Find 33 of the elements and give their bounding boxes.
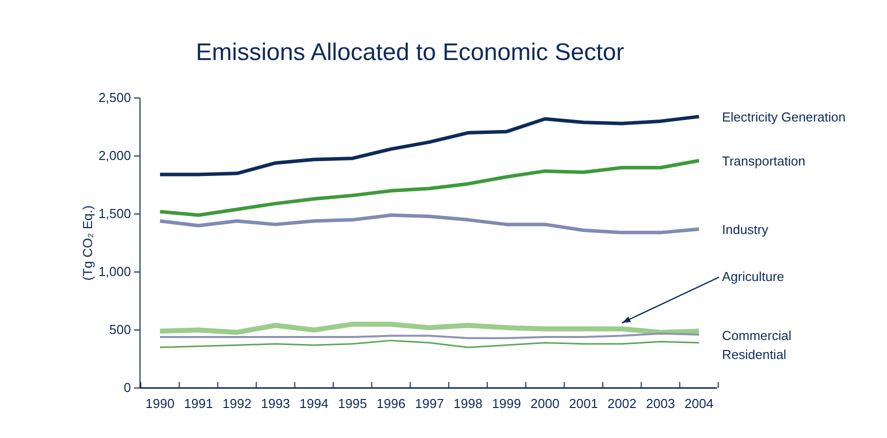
- line-series: [158, 114, 701, 176]
- x-tick-label: 2001: [569, 396, 598, 411]
- x-tick-label: 2003: [646, 396, 675, 411]
- series-label: Transportation: [722, 154, 806, 169]
- x-tick-label: 2002: [608, 396, 636, 411]
- chart-title: Emissions Allocated to Economic Sector: [196, 39, 624, 66]
- line-series: [158, 158, 701, 217]
- y-tick-label: 0: [124, 380, 131, 396]
- y-tick-label: 500: [109, 322, 131, 338]
- x-tick-label: 2004: [684, 396, 714, 411]
- x-tick-label: 1992: [222, 396, 252, 411]
- y-tick-label: 2,500: [98, 90, 131, 106]
- x-tick-label: 1995: [338, 396, 367, 411]
- text: Agriculture: [722, 269, 784, 284]
- series-label: Commercial: [722, 328, 792, 344]
- x-tick-label: 1998: [454, 396, 482, 411]
- x-tick-label: 1993: [261, 396, 290, 411]
- x-tick-label: 2000: [530, 396, 560, 411]
- series-label: Industry: [722, 222, 769, 238]
- series-label: Electricity Generation: [722, 110, 846, 125]
- line-series: [159, 340, 700, 348]
- x-tick-label: 1991: [184, 396, 213, 411]
- y-tick-label: 2,000: [98, 148, 131, 164]
- x-tick-label: 1997: [415, 396, 444, 411]
- x-tick-label: 1999: [492, 396, 521, 411]
- y-axis-title: (Tg CO₂ Eq.): [80, 205, 95, 281]
- y-tick-label: 1,000: [98, 264, 131, 280]
- line-series: [158, 213, 701, 234]
- y-tick-label: 1,500: [98, 206, 131, 222]
- x-tick-label: 1990: [146, 396, 174, 411]
- x-tick-label: 1994: [300, 396, 328, 411]
- series-label: Residential: [722, 347, 786, 362]
- x-tick-label: 1996: [376, 396, 406, 411]
